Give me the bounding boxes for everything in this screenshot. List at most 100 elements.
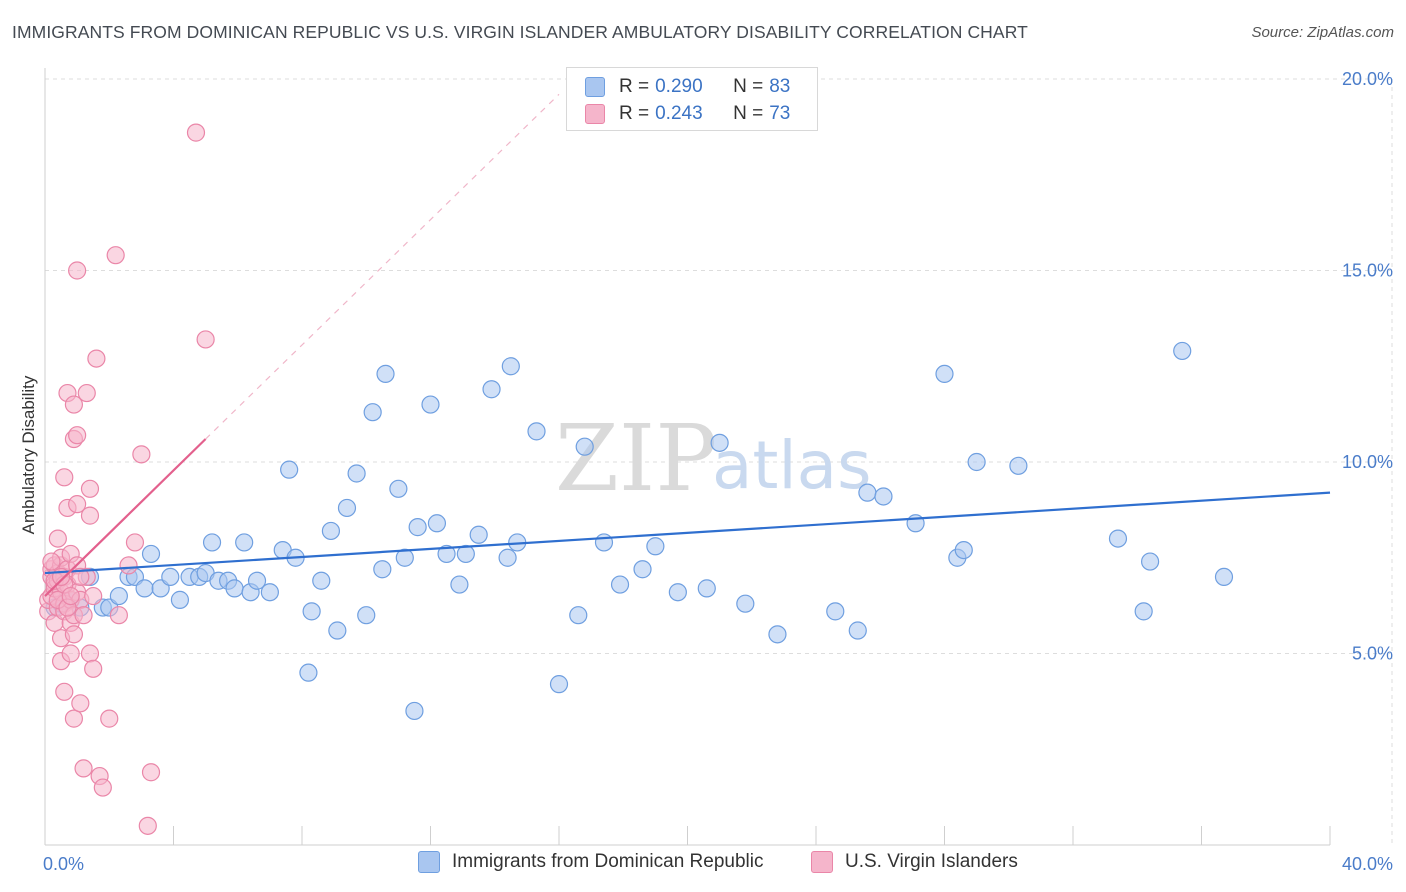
data-point-pink — [71, 694, 90, 713]
data-point-blue — [141, 544, 161, 564]
data-point-pink — [87, 349, 106, 368]
legend-n-label: N = — [733, 76, 764, 97]
data-point-blue — [874, 487, 893, 506]
legend: R = 0.290 N = 83 R = 0.243 N = 73 — [566, 67, 818, 131]
data-point-pink — [109, 606, 128, 625]
data-point-blue — [594, 533, 614, 552]
data-point-blue — [225, 579, 244, 598]
data-point-pink — [138, 816, 157, 835]
data-point-blue — [408, 518, 427, 537]
data-point-blue — [109, 586, 128, 606]
data-point-blue — [710, 433, 729, 452]
data-point-pink — [132, 445, 151, 464]
legend-r-label: R = — [619, 76, 650, 97]
data-point-blue — [170, 590, 190, 609]
data-point-pink — [61, 644, 80, 663]
data-point-blue — [135, 579, 154, 598]
data-point-blue — [161, 567, 180, 587]
data-point-blue — [437, 544, 456, 564]
y-tick-label: 5.0% — [1352, 644, 1393, 664]
data-point-pink — [93, 778, 112, 797]
data-point-blue — [337, 498, 357, 518]
y-tick-label: 15.0% — [1342, 261, 1393, 281]
data-point-blue — [575, 437, 594, 456]
data-point-pink — [77, 383, 96, 403]
data-point-blue — [1009, 456, 1028, 475]
y-tick-label: 10.0% — [1342, 452, 1393, 472]
data-point-blue — [1134, 602, 1153, 621]
data-point-blue — [848, 621, 867, 640]
axes — [44, 68, 1331, 846]
data-point-blue — [498, 548, 517, 567]
data-point-blue — [321, 521, 341, 541]
legend-n-value: 83 — [769, 76, 791, 97]
data-point-blue — [280, 460, 299, 479]
data-point-blue — [427, 514, 447, 533]
data-point-blue — [260, 583, 279, 602]
data-point-blue — [501, 357, 520, 376]
data-point-pink — [80, 644, 100, 663]
data-point-blue — [954, 540, 973, 560]
trend-lines — [44, 93, 1331, 597]
data-point-blue — [247, 571, 267, 590]
data-point-pink — [71, 567, 90, 587]
data-point-pink — [80, 506, 100, 525]
data-point-blue — [935, 364, 954, 384]
data-point-blue — [347, 464, 366, 483]
data-point-pink — [80, 479, 100, 498]
data-point-blue — [405, 701, 424, 721]
data-point-blue — [527, 422, 546, 441]
data-point-blue — [363, 403, 382, 422]
data-point-blue — [610, 575, 630, 594]
data-point-blue — [549, 675, 569, 694]
data-point-blue — [302, 602, 321, 621]
data-point-pink — [64, 395, 84, 414]
legend-row-pink: R = 0.243 N = 73 — [585, 101, 790, 127]
data-point-pink — [125, 533, 145, 552]
tick-labels: 5.0% 10.0% 15.0% 20.0% 0.0% 40.0% — [43, 69, 1393, 874]
series-legend: Immigrants from Dominican Republic U.S. … — [0, 851, 1406, 877]
data-point-blue — [482, 380, 501, 399]
data-point-pink — [141, 763, 161, 782]
data-point-pink — [68, 495, 87, 514]
trend-extension-pink — [205, 93, 560, 440]
data-point-pink — [196, 330, 215, 349]
data-point-blue — [768, 625, 787, 644]
data-point-blue — [736, 594, 755, 613]
data-point-pink — [186, 123, 206, 142]
data-point-pink — [61, 586, 80, 606]
data-point-blue — [633, 560, 652, 579]
data-point-blue — [646, 537, 665, 556]
data-point-blue — [299, 663, 318, 682]
data-point-pink — [68, 426, 87, 445]
trend-line-blue — [44, 491, 1331, 575]
watermark-atlas: atlas — [712, 427, 872, 504]
data-point-blue — [569, 606, 588, 625]
x-tick-label: 0.0% — [43, 854, 84, 874]
watermark-zip: ZIP — [555, 405, 717, 512]
legend-r-label: R = — [619, 103, 650, 124]
data-point-blue — [328, 621, 347, 640]
data-point-pink — [64, 625, 84, 644]
data-point-blue — [858, 483, 877, 502]
data-point-pink — [100, 709, 119, 728]
data-point-blue — [456, 544, 475, 564]
series-legend-pink[interactable]: U.S. Virgin Islanders — [811, 851, 1018, 873]
data-point-blue — [389, 479, 408, 498]
legend-r-value: 0.290 — [655, 76, 703, 97]
data-point-blue — [312, 571, 331, 590]
y-axis-label: Ambulatory Disability — [19, 375, 38, 534]
data-point-pink — [119, 556, 138, 575]
data-point-pink — [42, 552, 61, 571]
data-point-pink — [55, 468, 74, 487]
legend-swatch-blue — [585, 77, 605, 97]
data-point-blue — [421, 395, 440, 414]
legend-row-blue: R = 0.290 N = 83 — [585, 74, 790, 100]
legend-r-value: 0.243 — [655, 103, 703, 124]
data-point-pink — [55, 682, 74, 701]
series-label-blue: Immigrants from Dominican Republic — [452, 851, 764, 872]
series-swatch-blue — [418, 851, 440, 873]
series-legend-blue[interactable]: Immigrants from Dominican Republic — [418, 851, 764, 873]
data-point-blue — [469, 525, 488, 544]
